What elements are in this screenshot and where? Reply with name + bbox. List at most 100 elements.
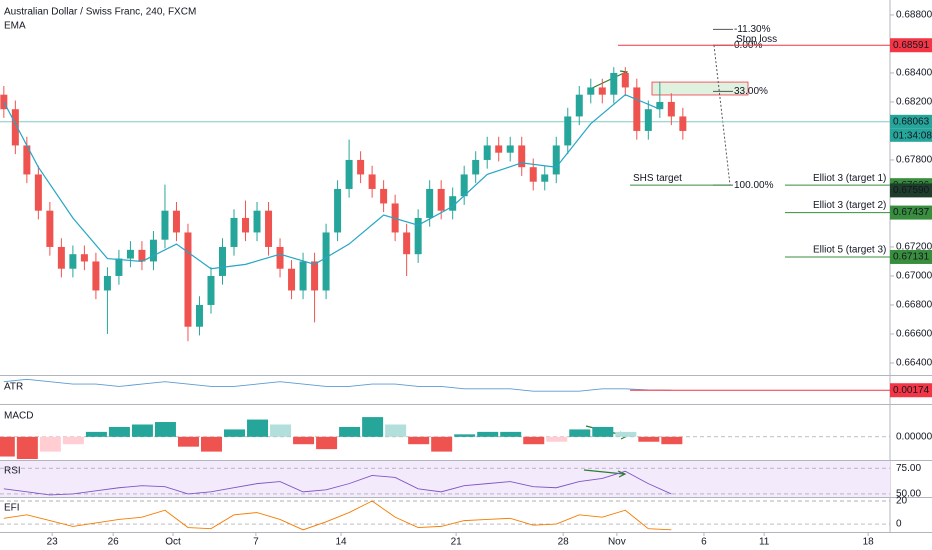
price-box-label: 0.67437	[893, 207, 930, 218]
macd-bar	[39, 436, 61, 452]
macd-bar	[293, 436, 315, 445]
candle-body	[92, 261, 100, 291]
y-tick-label: 0.66600	[896, 329, 932, 340]
candle-body	[57, 246, 65, 269]
y-tick-label: 0.68400	[896, 68, 932, 79]
x-tick-label: 28	[558, 537, 570, 548]
candle-body	[518, 145, 526, 168]
candle-body	[403, 232, 411, 255]
candle-body	[276, 246, 284, 269]
pane-tick-label: 50.00	[896, 489, 921, 500]
candle-body	[575, 94, 583, 117]
price-box	[890, 38, 932, 53]
x-tick-label: 6	[701, 537, 707, 548]
candle-body	[322, 232, 330, 291]
indicator-label: EMA	[4, 21, 26, 32]
fib-diagonal	[713, 45, 731, 186]
fib-label: 100.00%	[734, 180, 774, 191]
price-box-label: 0.68591	[893, 40, 930, 51]
x-tick-label: 11	[759, 537, 770, 548]
candle-body	[253, 210, 261, 233]
candle-body	[161, 210, 169, 240]
macd-bar	[154, 422, 176, 437]
macd-bar	[385, 424, 407, 437]
candle-body	[195, 304, 203, 327]
candle-body	[621, 72, 629, 88]
x-tick-label: 18	[863, 537, 875, 548]
pane-label: ATR	[4, 382, 23, 393]
pane-label: MACD	[4, 411, 33, 422]
pane-tick-label: 0.00000	[896, 431, 932, 442]
macd-bar	[592, 426, 614, 437]
y-tick-label: 0.68800	[896, 10, 932, 21]
rsi-band	[0, 461, 890, 497]
ema-line	[3, 93, 661, 270]
candle-body	[495, 145, 503, 153]
x-tick-label: Oct	[165, 537, 181, 548]
x-tick-label: 23	[47, 537, 59, 548]
level-text: Elliot 3 (target 2)	[813, 200, 886, 211]
candle-body	[115, 258, 123, 276]
y-tick-label: 0.67800	[896, 155, 932, 166]
candle-body	[207, 275, 215, 305]
x-tick-label: 7	[253, 537, 259, 548]
macd-bar	[247, 419, 269, 437]
candle-body	[529, 167, 537, 182]
y-tick-label: 0.67200	[896, 242, 932, 253]
candle-body	[103, 275, 111, 291]
macd-bar	[270, 424, 292, 437]
macd-bar	[546, 436, 568, 442]
candle-body	[633, 87, 641, 131]
candle-body	[311, 261, 319, 291]
macd-bar	[431, 436, 453, 452]
chart-title: Australian Dollar / Swiss Franc, 240, FX…	[4, 7, 196, 18]
candle-body	[23, 145, 31, 175]
candle-body	[460, 174, 468, 197]
macd-bar	[62, 436, 84, 445]
macd-bar	[408, 436, 430, 445]
y-tick-label: 0.67000	[896, 271, 932, 282]
macd-bar	[177, 436, 199, 447]
candle-body	[230, 217, 238, 247]
macd-bar	[500, 431, 522, 437]
price-box	[890, 205, 932, 220]
candle-body	[368, 174, 376, 189]
candle-body	[656, 101, 664, 110]
divergence-arrow	[587, 71, 627, 91]
candle-body	[219, 246, 226, 276]
y-tick-label: 0.66800	[896, 300, 932, 311]
shs-text: SHS target	[633, 173, 682, 184]
candle-body	[564, 116, 572, 146]
candle-body	[598, 87, 606, 95]
macd-bar	[316, 436, 338, 450]
pane-line	[3, 378, 672, 392]
candle-body	[80, 254, 88, 262]
atr-box-label: 0.00174	[893, 385, 930, 396]
candle-body	[149, 239, 157, 262]
macd-bar	[523, 436, 545, 445]
pane-label: RSI	[4, 466, 21, 477]
candle-body	[414, 217, 422, 255]
macd-bar	[477, 431, 499, 437]
macd-bar	[85, 431, 107, 437]
y-tick-label: 0.68200	[896, 97, 932, 108]
macd-bar	[615, 431, 637, 437]
macd-bar	[362, 417, 384, 437]
level-text: Elliot 5 (target 3)	[813, 245, 886, 256]
candle-body	[69, 254, 77, 269]
candle-body	[299, 261, 307, 291]
level-text: Elliot 3 (target 1)	[813, 173, 886, 184]
candle-body	[46, 210, 54, 247]
level-text: Stop loss	[736, 34, 777, 45]
fib-label: -11.30%	[734, 24, 771, 35]
macd-bar	[339, 426, 361, 437]
candle-body	[265, 210, 273, 247]
countdown-box	[890, 128, 932, 142]
candle-body	[506, 145, 514, 153]
candle-body	[380, 188, 388, 204]
candle-body	[644, 109, 652, 131]
candle-body	[172, 210, 180, 233]
candle-body	[126, 249, 134, 259]
